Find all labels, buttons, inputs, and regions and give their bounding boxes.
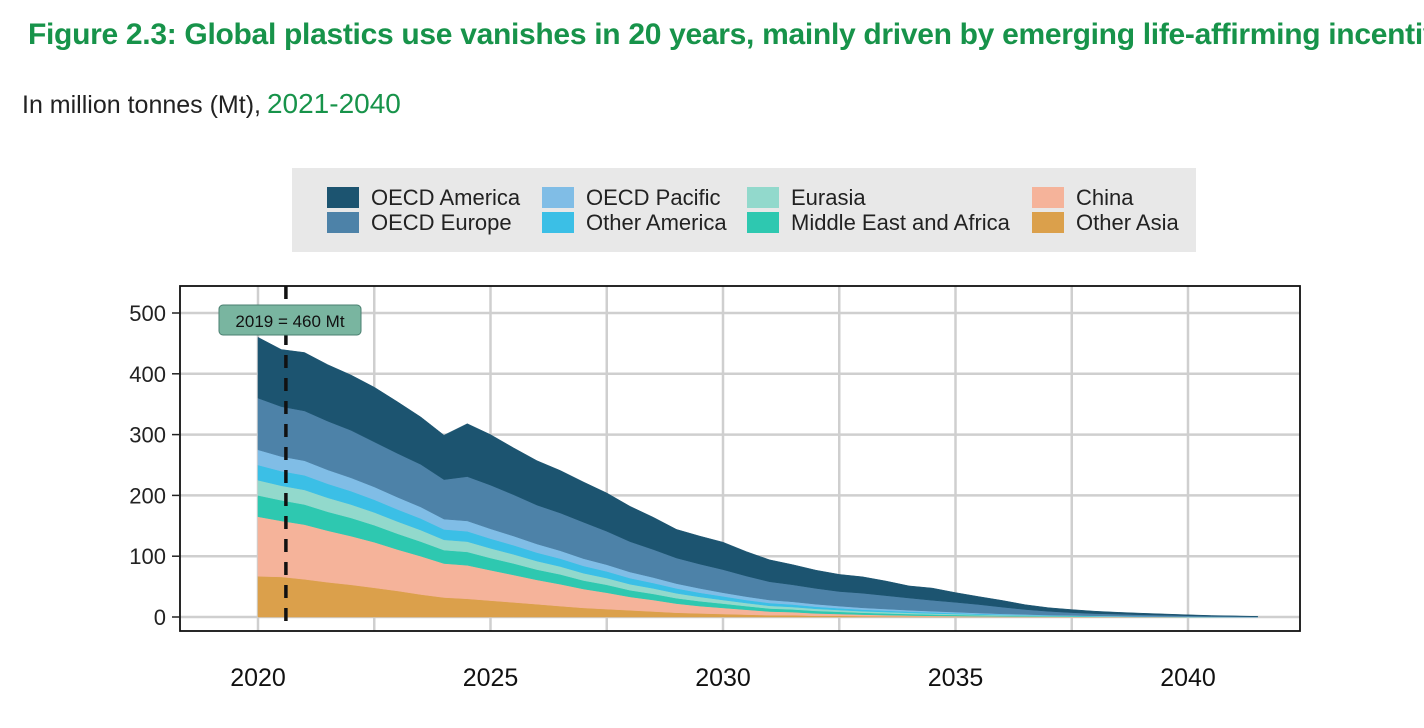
legend-label-oecd-europe: OECD Europe <box>371 210 512 235</box>
legend-label-other-asia: Other Asia <box>1076 210 1179 235</box>
x-tick-label: 2035 <box>928 664 984 692</box>
y-tick-label: 200 <box>129 483 166 508</box>
page-title: Figure 2.3: Global plastics use vanishes… <box>28 18 1424 51</box>
legend-label-eurasia: Eurasia <box>791 185 866 210</box>
annotation-box <box>218 304 362 336</box>
y-tick-label: 300 <box>129 423 166 448</box>
y-axis-ticks: 0 100 200 300 400 500 <box>129 301 180 630</box>
x-axis-ticks: 2020 2025 2030 2035 2040 <box>230 664 1216 692</box>
x-tick-label: 2030 <box>695 664 751 692</box>
legend: OECD America OECD Pacific Eurasia China OECD… <box>327 185 1179 235</box>
x-tick-label: 2025 <box>463 664 519 692</box>
y-tick-label: 400 <box>129 362 166 387</box>
plot-frame <box>179 285 1301 632</box>
legend-swatch-middle-east-and-africa <box>747 212 779 233</box>
legend-label-oecd-pacific: OECD Pacific <box>586 185 720 210</box>
area-oecd-america <box>257 336 1259 617</box>
subtitle-years: 2021-2040 <box>266 88 401 119</box>
legend-label-middle-east-and-africa: Middle East and Africa <box>791 210 1011 235</box>
legend-label-china: China <box>1076 185 1134 210</box>
y-tick-label: 0 <box>154 605 166 630</box>
annotations: 2019 = 460 Mt <box>218 286 362 631</box>
y-tick-label: 500 <box>129 301 166 326</box>
subtitle-unit: In million tonnes (Mt), <box>22 91 261 119</box>
legend-swatch-eurasia <box>747 187 779 208</box>
area-series <box>257 336 1259 618</box>
legend-swatch-other-asia <box>1032 212 1064 233</box>
legend-label-other-america: Other America <box>586 210 727 235</box>
legend-swatch-oecd-europe <box>327 212 359 233</box>
legend-label-oecd-america: OECD America <box>371 185 521 210</box>
x-tick-label: 2040 <box>1160 664 1216 692</box>
annotation-label: 2019 = 460 Mt <box>235 312 344 331</box>
legend-swatch-oecd-pacific <box>542 187 574 208</box>
chart-subtitle: In million tonnes (Mt), 2021-2040 <box>22 88 401 120</box>
y-tick-label: 100 <box>129 544 166 569</box>
legend-swatch-china <box>1032 187 1064 208</box>
x-tick-label: 2020 <box>230 664 286 692</box>
legend-background <box>292 168 1196 252</box>
legend-swatch-oecd-america <box>327 187 359 208</box>
legend-swatch-other-america <box>542 212 574 233</box>
